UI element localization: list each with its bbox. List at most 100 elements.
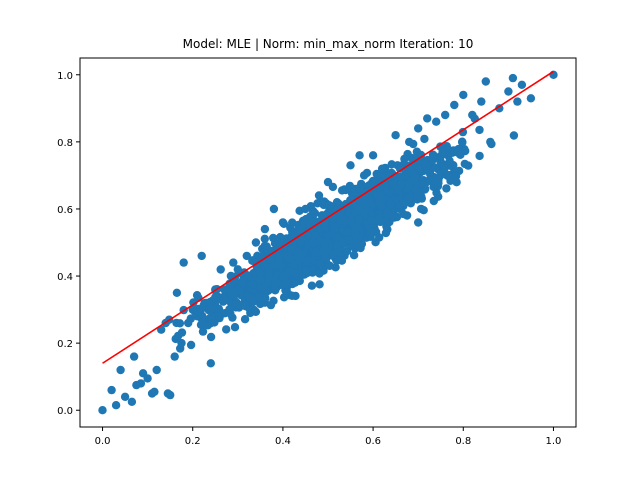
- data-point: [367, 216, 376, 225]
- data-point: [243, 271, 252, 280]
- data-point: [111, 401, 121, 410]
- data-point: [287, 231, 297, 240]
- chart-title: Model: MLE | Norm: min_max_norm Iteratio…: [183, 37, 474, 51]
- data-point: [468, 110, 477, 120]
- data-point: [274, 252, 283, 261]
- data-point: [116, 365, 125, 375]
- data-point: [240, 315, 250, 324]
- data-point: [460, 159, 469, 169]
- data-point: [276, 232, 285, 242]
- data-point: [411, 173, 420, 183]
- data-point: [391, 131, 400, 140]
- data-point: [349, 251, 359, 260]
- data-point: [302, 266, 311, 275]
- data-point: [179, 258, 188, 267]
- data-point: [416, 150, 426, 160]
- data-point: [219, 297, 228, 306]
- data-point: [414, 188, 423, 198]
- data-point: [266, 300, 276, 310]
- data-point: [475, 151, 484, 161]
- data-point: [271, 286, 280, 295]
- data-point: [229, 258, 238, 267]
- data-point: [285, 267, 294, 276]
- data-point: [341, 217, 350, 227]
- data-point: [307, 281, 317, 290]
- data-point: [438, 147, 447, 157]
- data-point: [220, 285, 229, 294]
- data-point: [301, 204, 310, 214]
- data-point: [198, 327, 208, 336]
- data-point: [339, 238, 348, 248]
- data-point: [308, 238, 317, 248]
- data-point: [365, 196, 374, 206]
- data-point: [333, 241, 342, 250]
- data-point: [366, 227, 375, 236]
- y-tick-label: 0.2: [57, 339, 73, 350]
- data-point: [509, 131, 519, 140]
- x-tick-label: 0.8: [455, 436, 471, 447]
- data-point: [296, 251, 306, 261]
- data-point: [233, 265, 242, 274]
- data-point: [225, 305, 234, 314]
- data-point: [517, 80, 527, 90]
- data-point: [383, 209, 392, 218]
- data-point: [332, 233, 341, 242]
- data-point: [254, 292, 263, 301]
- data-point: [442, 142, 451, 151]
- data-point: [230, 323, 240, 332]
- data-point: [315, 259, 324, 268]
- data-point: [396, 172, 405, 182]
- data-point: [451, 172, 461, 181]
- data-point: [355, 151, 364, 160]
- data-point: [449, 161, 458, 170]
- data-point: [403, 170, 413, 179]
- data-point: [450, 100, 459, 110]
- data-point: [399, 198, 408, 207]
- data-point: [378, 195, 388, 204]
- data-point: [420, 134, 429, 144]
- data-point: [241, 302, 250, 311]
- data-point: [456, 150, 465, 159]
- data-point: [166, 390, 175, 400]
- data-point: [315, 269, 324, 278]
- data-point: [426, 176, 435, 186]
- data-point: [214, 304, 224, 313]
- data-point: [248, 256, 257, 265]
- data-point: [386, 199, 395, 209]
- data-point: [211, 293, 220, 302]
- data-point: [107, 385, 116, 395]
- data-point: [172, 288, 182, 297]
- data-point: [504, 87, 513, 96]
- data-point: [475, 125, 484, 135]
- data-point: [287, 245, 296, 254]
- data-point: [423, 114, 432, 123]
- y-tick-label: 0.0: [57, 406, 73, 417]
- x-tick-label: 0.4: [275, 436, 291, 447]
- fit-line: [102, 70, 554, 364]
- plot-frame: [79, 57, 577, 428]
- data-point: [245, 293, 254, 302]
- data-point: [371, 238, 380, 247]
- data-point: [242, 251, 251, 261]
- data-point: [321, 253, 330, 263]
- data-point: [432, 117, 441, 126]
- data-point: [435, 172, 444, 181]
- data-point: [513, 97, 522, 106]
- data-point: [376, 217, 385, 227]
- data-point: [346, 161, 355, 170]
- data-point: [368, 151, 378, 160]
- data-point: [170, 352, 179, 361]
- data-point: [213, 312, 223, 321]
- data-point: [120, 392, 130, 401]
- data-point: [342, 246, 352, 256]
- data-point: [262, 245, 272, 255]
- y-tick-label: 0.6: [57, 205, 73, 216]
- data-point: [177, 328, 187, 337]
- data-point: [441, 110, 450, 120]
- data-point: [203, 321, 213, 330]
- data-point: [397, 180, 406, 189]
- data-point: [288, 218, 297, 227]
- data-point: [314, 191, 324, 200]
- data-point: [260, 283, 269, 292]
